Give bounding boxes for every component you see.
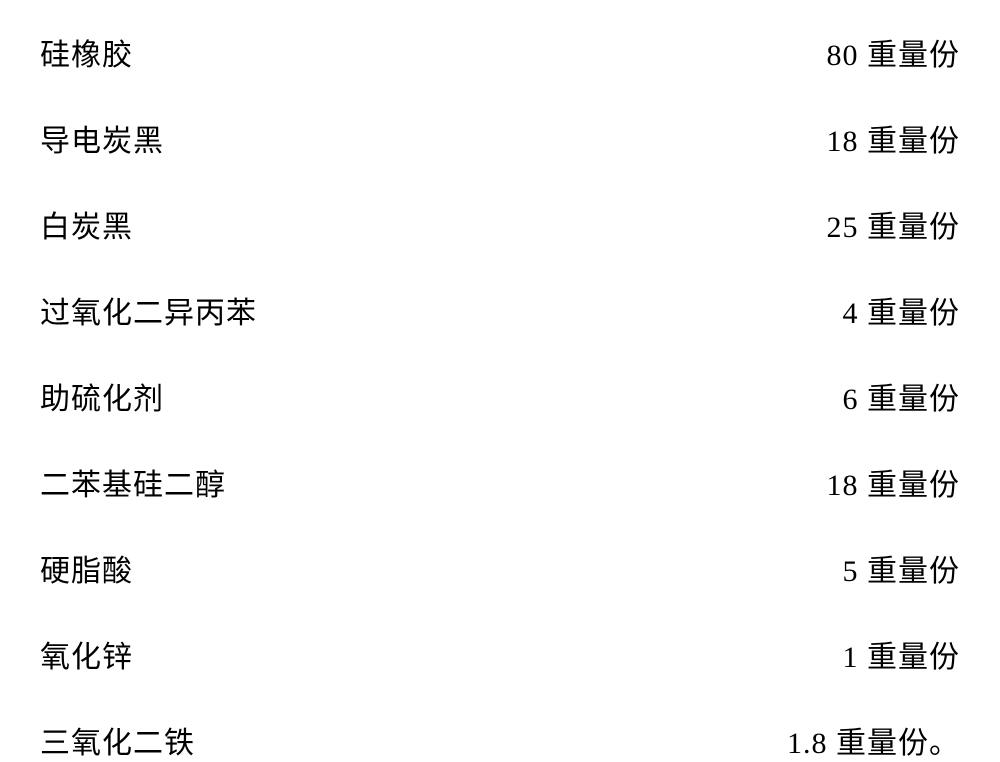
composition-table: 硅橡胶 80 重量份 导电炭黑 18 重量份 白炭黑 25 重量份 过氧化二异丙… — [40, 30, 960, 762]
table-row: 硬脂酸 5 重量份 — [40, 546, 960, 590]
ingredient-value: 4 重量份 — [843, 288, 961, 332]
ingredient-name: 三氧化二铁 — [40, 718, 195, 762]
table-row: 二苯基硅二醇 18 重量份 — [40, 460, 960, 504]
ingredient-value: 1.8 重量份。 — [787, 718, 960, 762]
ingredient-value: 1 重量份 — [843, 632, 961, 676]
ingredient-name: 导电炭黑 — [40, 116, 164, 160]
ingredient-name: 过氧化二异丙苯 — [40, 288, 257, 332]
ingredient-name: 硬脂酸 — [40, 546, 133, 590]
ingredient-value: 5 重量份 — [843, 546, 961, 590]
table-row: 助硫化剂 6 重量份 — [40, 374, 960, 418]
table-row: 硅橡胶 80 重量份 — [40, 30, 960, 74]
ingredient-value: 25 重量份 — [827, 202, 961, 246]
ingredient-name: 白炭黑 — [40, 202, 133, 246]
table-row: 白炭黑 25 重量份 — [40, 202, 960, 246]
ingredient-value: 80 重量份 — [827, 30, 961, 74]
table-row: 三氧化二铁 1.8 重量份。 — [40, 718, 960, 762]
table-row: 导电炭黑 18 重量份 — [40, 116, 960, 160]
ingredient-value: 18 重量份 — [827, 116, 961, 160]
ingredient-value: 18 重量份 — [827, 460, 961, 504]
table-row: 氧化锌 1 重量份 — [40, 632, 960, 676]
ingredient-name: 氧化锌 — [40, 632, 133, 676]
ingredient-value: 6 重量份 — [843, 374, 961, 418]
ingredient-name: 助硫化剂 — [40, 374, 164, 418]
table-row: 过氧化二异丙苯 4 重量份 — [40, 288, 960, 332]
ingredient-name: 硅橡胶 — [40, 30, 133, 74]
ingredient-name: 二苯基硅二醇 — [40, 460, 226, 504]
